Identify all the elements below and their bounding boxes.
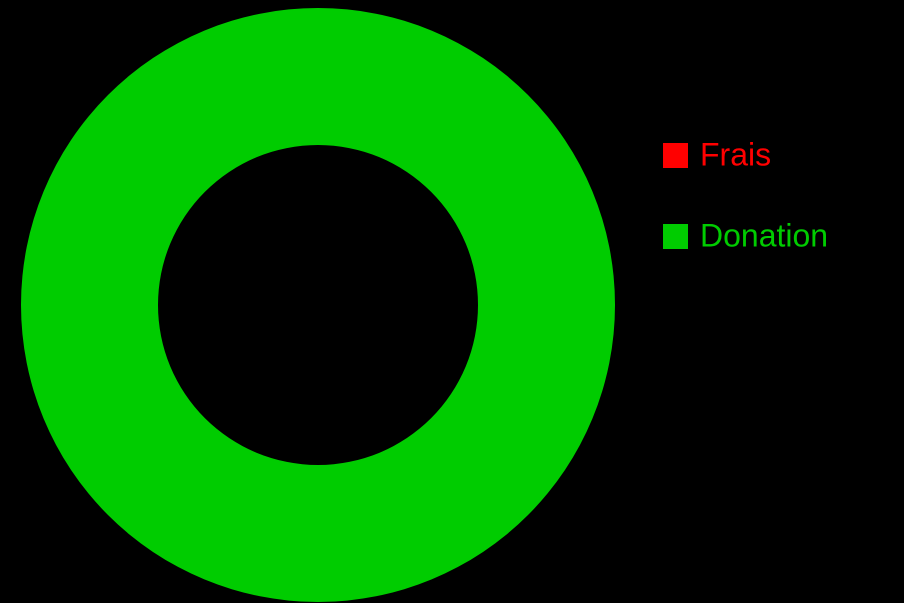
pie-slice [21, 8, 615, 602]
legend-swatch [663, 143, 688, 168]
legend-label: Frais [700, 136, 771, 172]
legend-label: Donation [700, 217, 828, 253]
legend-swatch [663, 224, 688, 249]
